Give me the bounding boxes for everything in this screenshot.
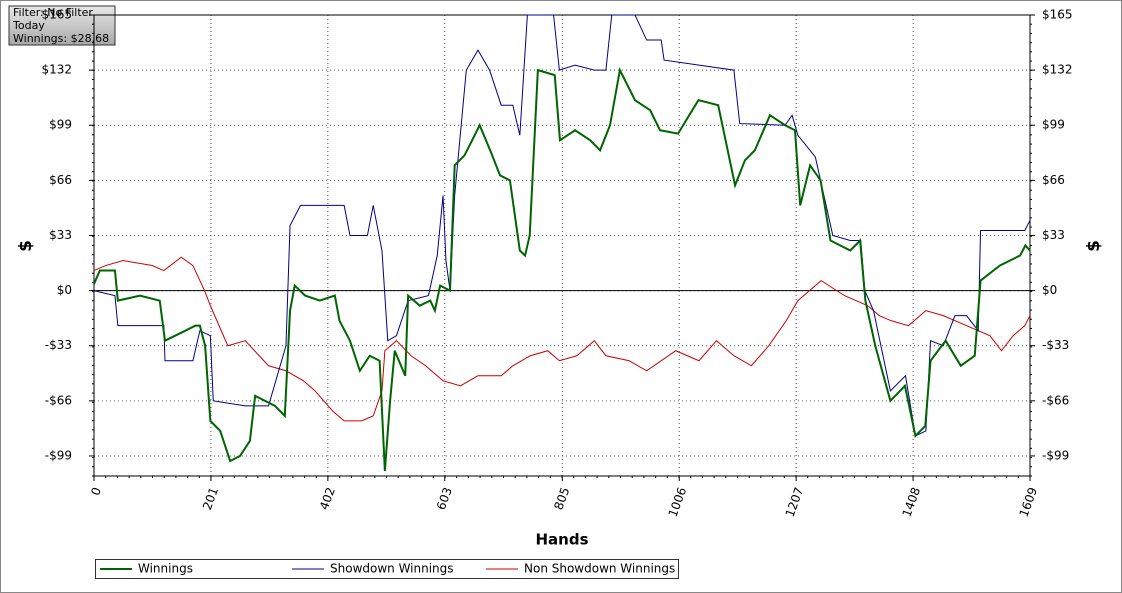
y-tick-label: $33 bbox=[49, 228, 72, 242]
legend-label: Winnings bbox=[138, 562, 193, 576]
annotation: Winnings: $28.68 bbox=[13, 32, 109, 45]
y2-tick-label: $132 bbox=[1042, 63, 1073, 77]
plot-area bbox=[93, 14, 1031, 477]
y2-axis-label: $ bbox=[1084, 240, 1104, 252]
legend-box bbox=[95, 559, 679, 579]
info-box-bg bbox=[8, 5, 116, 46]
series-line bbox=[93, 66, 1031, 472]
y-axis-label: $ bbox=[16, 240, 36, 252]
series-line bbox=[93, 256, 1031, 422]
legend-label: Non Showdown Winnings bbox=[524, 562, 675, 576]
y2-tick-label: -$66 bbox=[1042, 393, 1069, 407]
y2-tick-label: $33 bbox=[1042, 228, 1065, 242]
y-tick-label: -$66 bbox=[45, 393, 72, 407]
y2-tick-label: $99 bbox=[1042, 118, 1065, 132]
y-tick-label: $132 bbox=[41, 63, 72, 77]
y-tick-label: $165 bbox=[41, 8, 72, 22]
y2-tick-label: $165 bbox=[1042, 8, 1073, 22]
annotation: Today bbox=[12, 19, 45, 32]
y-tick-label: -$99 bbox=[45, 448, 72, 462]
series-line bbox=[93, 14, 1031, 437]
y2-tick-label: -$99 bbox=[1042, 448, 1069, 462]
info-box: Filter: No Filter Today Winnings: $28.68 bbox=[8, 5, 116, 46]
y-tick-label: -$33 bbox=[45, 338, 72, 352]
y-tick-label: $66 bbox=[49, 173, 72, 187]
x-axis-label: Hands bbox=[535, 531, 588, 549]
annotation: Filter: No Filter bbox=[13, 6, 93, 19]
legend-label: Showdown Winnings bbox=[330, 562, 454, 576]
y-tick-label: $0 bbox=[57, 283, 72, 297]
y2-tick-label: -$33 bbox=[1042, 338, 1069, 352]
y2-tick-label: $66 bbox=[1042, 173, 1065, 187]
y2-tick-label: $0 bbox=[1042, 283, 1057, 297]
y-tick-label: $99 bbox=[49, 118, 72, 132]
x-tick-label: 0 bbox=[88, 485, 104, 497]
